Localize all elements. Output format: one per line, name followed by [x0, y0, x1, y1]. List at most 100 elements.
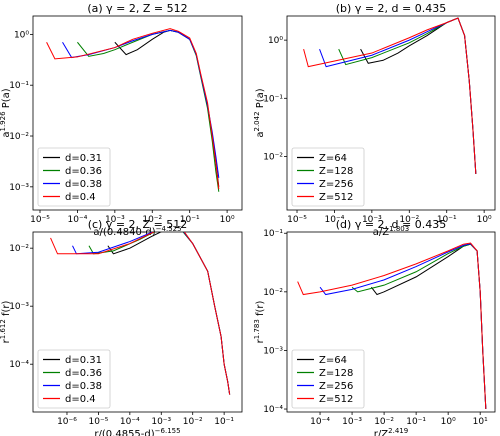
x-tick-label: 10⁰ — [477, 215, 492, 225]
legend-label: Z=128 — [319, 166, 353, 177]
x-tick-label: 10⁻⁴ — [68, 215, 88, 225]
legend-label: Z=64 — [319, 153, 347, 164]
series-line — [351, 243, 487, 410]
y-axis-label-sup: 1.612 — [0, 319, 7, 339]
legend-label: d=0.31 — [65, 355, 102, 366]
y-axis-label-part: f(r) — [1, 301, 12, 320]
series-line — [50, 232, 231, 395]
x-tick-label: 10⁻¹ — [406, 417, 426, 427]
y-axis-label-sup: 1.783 — [253, 319, 261, 339]
y-axis-label: r1.612 f(r) — [0, 301, 12, 344]
panel-title: (d) γ = 2, d = 0.435 — [336, 218, 446, 231]
y-tick-label: 10⁻² — [9, 132, 29, 142]
plot-frame — [286, 231, 496, 413]
x-tick-label: 10⁻⁴ — [325, 215, 345, 225]
series-line — [370, 243, 487, 410]
y-axis-label-part: r — [1, 338, 12, 343]
x-tick-label: 10⁻³ — [362, 215, 382, 225]
x-tick-label: 10⁻² — [142, 215, 162, 225]
x-axis-label-sup: 2.419 — [388, 427, 408, 435]
x-axis-label-part: r/(0.4855-d) — [94, 429, 154, 436]
x-tick-label: 10⁻³ — [342, 417, 362, 427]
legend-label: d=0.4 — [65, 192, 96, 203]
series-line — [360, 17, 477, 174]
y-tick-label: 10⁻³ — [9, 183, 29, 193]
x-tick-label: 10⁻¹ — [214, 417, 234, 427]
x-tick-label: 10⁰ — [220, 215, 235, 225]
x-axis-label-part: a/(0.4840-d) — [93, 227, 155, 238]
series-line — [297, 242, 487, 410]
x-axis-label: a/Z1.803 — [373, 225, 409, 238]
x-axis-label: r/(0.4855-d)−6.155 — [94, 427, 180, 436]
x-tick-label: 10⁻³ — [151, 417, 171, 427]
panel: (a) γ = 2, Z = 512 10⁻⁵ 10⁻⁴ 10⁻³ 10⁻² 10⁻¹ 10… — [0, 2, 243, 238]
series-line — [303, 17, 477, 174]
legend-label: d=0.4 — [65, 394, 96, 405]
legend-label: Z=512 — [319, 192, 353, 203]
legend-label: Z=128 — [319, 368, 353, 379]
y-tick-label: 10⁻³ — [9, 302, 29, 312]
x-axis-label: r/Z2.419 — [374, 427, 408, 436]
y-tick-label: 10⁰ — [14, 30, 29, 40]
x-tick-label: 10⁻⁵ — [287, 215, 307, 225]
x-tick-label: 10⁻⁴ — [120, 417, 140, 427]
legend-box — [291, 147, 365, 207]
x-axis-label: a/(0.4840-d)−4.525 — [93, 225, 181, 238]
y-axis-label: a1.926 P(a) — [0, 88, 12, 137]
x-tick-label: 10⁻¹ — [437, 215, 457, 225]
x-tick-label: 10⁻¹ — [180, 215, 200, 225]
legend-label: Z=256 — [319, 381, 353, 392]
legend-label: d=0.31 — [65, 153, 102, 164]
y-axis-label-part: r — [255, 338, 266, 343]
legend-label: d=0.38 — [65, 179, 102, 190]
legend-label: d=0.36 — [65, 368, 102, 379]
y-tick-label: 10⁻² — [9, 244, 29, 254]
y-tick-label: 10⁰ — [268, 36, 283, 46]
x-axis-label-part: a/Z — [373, 227, 389, 238]
y-tick-label: 10⁻³ — [263, 346, 283, 356]
x-tick-label: 10⁻³ — [105, 215, 125, 225]
panel-title: (c) γ = 2, Z = 512 — [88, 218, 188, 231]
y-tick-label: 10⁻² — [263, 152, 283, 162]
x-tick-label: 10⁻² — [183, 417, 203, 427]
x-tick-label: 10⁻⁴ — [310, 417, 330, 427]
x-tick-label: 10⁻⁵ — [30, 215, 50, 225]
x-tick-label: 10⁻⁵ — [89, 417, 109, 427]
legend-box — [37, 349, 111, 409]
plot-frame — [32, 231, 243, 413]
panel: (c) γ = 2, Z = 512 10⁻⁶ 10⁻⁵ 10⁻⁴ 10⁻³ 10⁻² 10… — [0, 218, 243, 436]
y-tick-label: 10⁻¹ — [263, 94, 283, 104]
x-tick-label: 10¹ — [473, 417, 488, 427]
plot-frame — [32, 15, 243, 211]
x-axis-label-sup: −6.155 — [155, 427, 181, 435]
y-tick-label: 10⁻¹ — [263, 229, 283, 239]
y-axis-label-part: f(r) — [255, 301, 266, 320]
legend-label: d=0.36 — [65, 166, 102, 177]
plot-frame — [286, 15, 496, 211]
y-tick-label: 10⁻⁴ — [263, 405, 283, 415]
legend-label: Z=256 — [319, 179, 353, 190]
y-axis-label-part: a — [1, 132, 12, 138]
y-axis-label-sup: 2.042 — [253, 111, 261, 131]
legend-label: Z=64 — [319, 355, 347, 366]
y-axis-label: a2.042 P(a) — [253, 88, 266, 137]
y-tick-label: 10⁻² — [263, 288, 283, 298]
x-tick-label: 10⁻² — [374, 417, 394, 427]
x-tick-label: 10⁻⁶ — [57, 417, 77, 427]
y-axis-label-part: P(a) — [255, 88, 266, 111]
legend-label: Z=512 — [319, 394, 353, 405]
series-line — [114, 29, 220, 187]
y-axis-label-sup: 1.926 — [0, 111, 7, 132]
legend-box — [37, 147, 111, 207]
series-line — [107, 232, 231, 395]
x-axis-label-sup: 1.803 — [389, 225, 409, 233]
legend-box — [291, 349, 365, 409]
panel: (b) γ = 2, d = 0.435 10⁻⁵ 10⁻⁴ 10⁻³ 10⁻² 10⁻¹… — [253, 2, 496, 238]
x-axis-label-sup: −4.525 — [156, 225, 182, 233]
x-axis-label-part: r/Z — [374, 429, 388, 436]
legend-label: d=0.38 — [65, 381, 102, 392]
series-line — [46, 28, 220, 190]
panel-title: (b) γ = 2, d = 0.435 — [336, 2, 446, 15]
